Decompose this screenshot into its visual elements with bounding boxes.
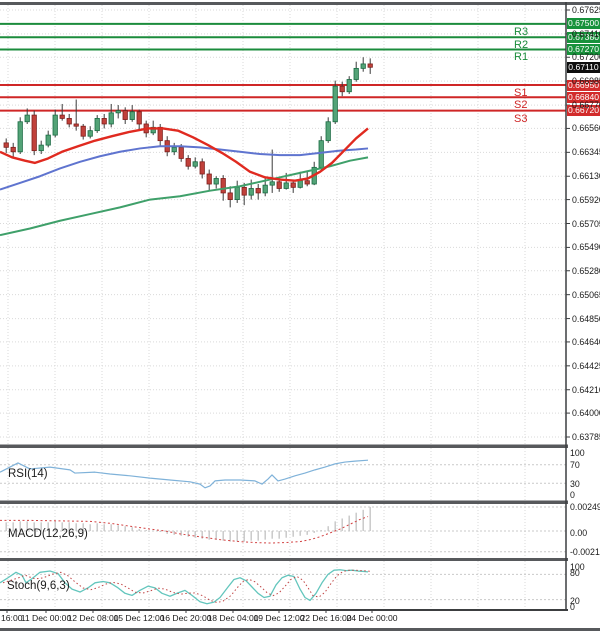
ma-mid-line — [0, 145, 369, 191]
bullish-candle — [283, 182, 289, 189]
bullish-candle — [94, 118, 100, 132]
bullish-candle — [234, 186, 240, 200]
ma-fast-line — [0, 127, 369, 182]
bearish-candle — [73, 123, 79, 127]
bullish-candle — [45, 134, 51, 146]
bearish-candle — [66, 118, 72, 125]
bullish-candle — [346, 79, 352, 93]
macd-pane-separator — [0, 500, 568, 504]
bearish-candle — [367, 63, 373, 68]
bullish-candle — [318, 140, 324, 168]
bearish-candle — [255, 188, 261, 194]
bearish-candle — [227, 192, 233, 200]
bearish-candle — [101, 118, 107, 125]
rsi-pane-separator — [0, 444, 568, 448]
bullish-candle — [325, 121, 331, 142]
bearish-candle — [80, 125, 86, 137]
bullish-candle — [213, 178, 219, 185]
bullish-candle — [115, 110, 121, 114]
bullish-candle — [248, 188, 254, 196]
bullish-candle — [171, 146, 177, 153]
bullish-candle — [87, 130, 93, 137]
bullish-candle — [262, 184, 268, 194]
bearish-candle — [136, 111, 142, 125]
bearish-candle — [59, 114, 65, 119]
bullish-candle — [24, 114, 30, 123]
bearish-candle — [10, 146, 16, 153]
chart-top-frame — [0, 2, 600, 5]
stoch-d-line — [2, 569, 372, 604]
bullish-candle — [192, 161, 198, 167]
bearish-candle — [290, 182, 296, 188]
time-axis-line — [0, 609, 568, 611]
bullish-candle — [129, 111, 135, 120]
stoch-pane-separator — [0, 558, 568, 561]
bearish-candle — [178, 146, 184, 159]
bearish-candle — [220, 178, 226, 194]
chart-bottom-frame — [0, 628, 600, 631]
bearish-candle — [276, 181, 282, 189]
bearish-candle — [122, 110, 128, 120]
bullish-candle — [108, 112, 114, 125]
bearish-candle — [339, 85, 345, 93]
bullish-candle — [269, 181, 275, 186]
bearish-candle — [241, 186, 247, 196]
bullish-candle — [52, 114, 58, 136]
bearish-candle — [304, 180, 310, 185]
bullish-candle — [332, 85, 338, 123]
bearish-candle — [31, 114, 37, 152]
bullish-candle — [297, 180, 303, 188]
bullish-candle — [360, 63, 366, 69]
stoch-k-line — [0, 569, 369, 605]
bearish-candle — [185, 158, 191, 167]
bearish-candle — [199, 161, 205, 175]
bearish-candle — [3, 142, 9, 148]
bullish-candle — [353, 67, 359, 80]
rsi-line — [0, 459, 369, 489]
bullish-candle — [17, 121, 23, 153]
bearish-candle — [206, 173, 212, 185]
bullish-candle — [38, 144, 44, 152]
